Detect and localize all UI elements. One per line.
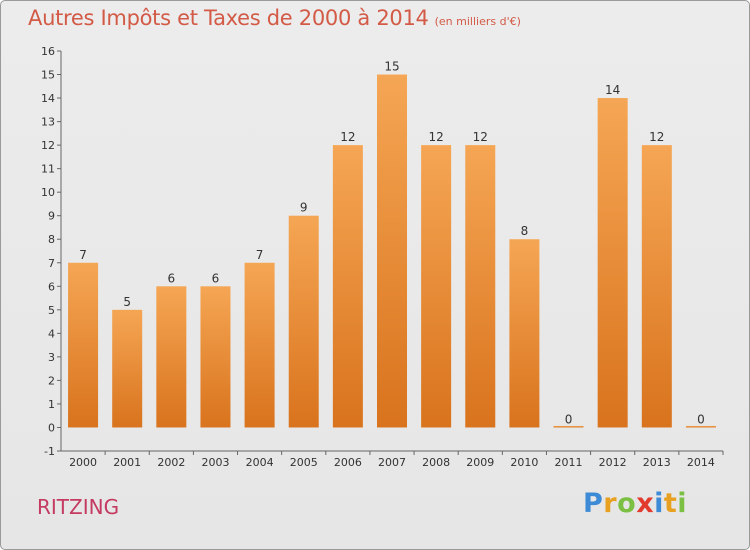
bar-value-label: 7 bbox=[79, 248, 87, 262]
chart-value-labels: 7 5 6 6 7 9 12 15 12 12 8 0 14 12 0 bbox=[79, 60, 705, 427]
y-tick-label: 3 bbox=[48, 351, 55, 364]
logo-letter: r bbox=[603, 488, 618, 519]
y-tick-label: 12 bbox=[41, 139, 55, 152]
x-tick-label: 2011 bbox=[555, 456, 583, 469]
bar bbox=[200, 286, 231, 428]
x-tick-label: 2013 bbox=[643, 456, 671, 469]
chart-subtitle: (en milliers d'€) bbox=[434, 15, 521, 28]
bar bbox=[597, 98, 628, 428]
bar bbox=[68, 262, 99, 428]
x-tick-label: 2012 bbox=[599, 456, 627, 469]
logo-letter: P bbox=[583, 488, 604, 519]
logo-letter: o bbox=[617, 488, 637, 519]
bar-value-label: 12 bbox=[473, 130, 488, 144]
bar-value-label: 8 bbox=[521, 224, 529, 238]
bar bbox=[685, 425, 716, 428]
y-tick-label: 9 bbox=[48, 210, 55, 223]
y-tick-label: 0 bbox=[48, 421, 55, 434]
y-tick-label: 10 bbox=[41, 186, 55, 199]
bar bbox=[421, 145, 452, 428]
y-tick-label: 16 bbox=[41, 45, 55, 58]
logo-letter: i bbox=[677, 488, 688, 519]
bar-value-label: 0 bbox=[697, 412, 705, 426]
y-tick-label: 11 bbox=[41, 163, 55, 176]
chart-bars bbox=[68, 74, 716, 428]
x-tick-label: 2009 bbox=[466, 456, 494, 469]
bar-value-label: 12 bbox=[428, 130, 443, 144]
bar bbox=[553, 425, 584, 428]
chart-title: Autres Impôts et Taxes de 2000 à 2014 (en… bbox=[28, 6, 521, 30]
bar-value-label: 6 bbox=[168, 271, 176, 285]
x-tick-label: 2007 bbox=[378, 456, 406, 469]
x-tick-label: 2004 bbox=[246, 456, 274, 469]
y-tick-label: 8 bbox=[48, 233, 55, 246]
logo-letter: x bbox=[636, 488, 655, 519]
bar-value-label: 7 bbox=[256, 248, 264, 262]
bar bbox=[377, 74, 407, 428]
logo-letter: i bbox=[654, 488, 664, 519]
bar-value-label: 15 bbox=[384, 60, 399, 74]
x-tick-label: 2005 bbox=[290, 456, 318, 469]
y-tick-label: 13 bbox=[41, 116, 55, 129]
bar-value-label: 12 bbox=[649, 130, 664, 144]
bar bbox=[288, 215, 319, 428]
bar-value-label: 0 bbox=[565, 412, 573, 426]
bar bbox=[332, 145, 363, 428]
y-tick-label: 6 bbox=[48, 280, 55, 293]
bar bbox=[465, 145, 496, 428]
bar bbox=[509, 239, 540, 428]
logo-letter: t bbox=[663, 488, 678, 519]
y-tick-label: 5 bbox=[48, 304, 55, 317]
x-tick-label: 2010 bbox=[510, 456, 538, 469]
y-tick-label: 2 bbox=[48, 374, 55, 387]
y-tick-label: 1 bbox=[48, 398, 55, 411]
x-tick-label: 2002 bbox=[157, 456, 185, 469]
bar-value-label: 9 bbox=[300, 201, 308, 215]
bar-value-label: 14 bbox=[605, 83, 620, 97]
y-tick-label: 7 bbox=[48, 257, 55, 270]
bar bbox=[156, 286, 187, 428]
proxiti-logo: Proxiti bbox=[583, 488, 687, 519]
x-tick-label: 2006 bbox=[334, 456, 362, 469]
y-tick-label: 4 bbox=[48, 327, 55, 340]
bar bbox=[244, 262, 275, 428]
x-tick-label: 2000 bbox=[69, 456, 97, 469]
bar-value-label: 5 bbox=[123, 295, 131, 309]
bar-value-label: 6 bbox=[212, 271, 220, 285]
x-tick-label: 2003 bbox=[201, 456, 229, 469]
x-tick-label: 2001 bbox=[113, 456, 141, 469]
bar-value-label: 12 bbox=[340, 130, 355, 144]
x-tick-label: 2014 bbox=[687, 456, 715, 469]
bar bbox=[112, 309, 143, 428]
y-tick-label: 15 bbox=[41, 69, 55, 82]
x-tick-label: 2008 bbox=[422, 456, 450, 469]
y-tick-label: 14 bbox=[41, 92, 55, 105]
commune-name: RITZING bbox=[37, 495, 120, 519]
bar bbox=[641, 145, 672, 428]
y-tick-label: -1 bbox=[44, 445, 55, 458]
